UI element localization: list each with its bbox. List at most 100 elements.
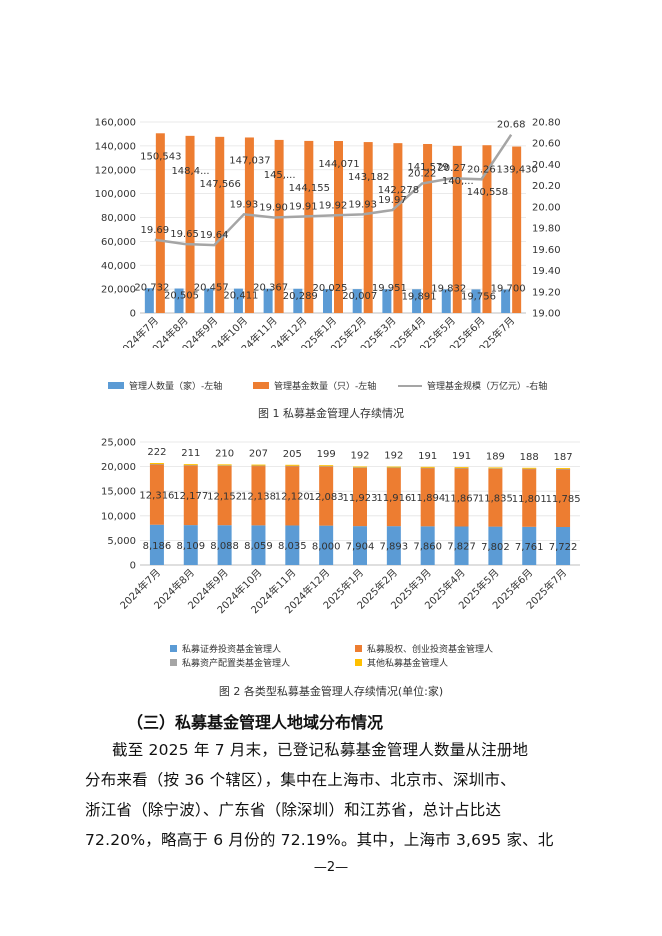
data-label-equity: 12,177 [173, 491, 208, 502]
bar-asset-allocation [217, 465, 232, 466]
bar-other [149, 462, 164, 465]
paragraph-line: 浙江省（除宁波）、广东省（除深圳）和江苏省，总计占比达 [85, 801, 502, 819]
bar-securities [353, 526, 367, 565]
data-label-equity: 12,152 [207, 491, 242, 502]
data-label-funds: 148,4... [171, 166, 209, 177]
data-label-equity: 11,867 [444, 493, 479, 504]
data-label-scale: 20.27 [437, 163, 466, 174]
bar-asset-allocation [285, 465, 300, 467]
bar-managers [441, 289, 451, 313]
bar-other [488, 467, 503, 469]
bar-other [522, 467, 537, 469]
data-label-scale: 19.65 [170, 229, 199, 240]
data-label-securities: 8,109 [176, 541, 205, 552]
data-label-funds: 142,278 [378, 185, 419, 196]
bar-asset-allocation [386, 467, 401, 469]
data-label-scale: 19.69 [141, 225, 170, 236]
bar-managers [352, 289, 362, 313]
bar-managers [382, 289, 392, 313]
data-label-funds: 139,430 [496, 165, 537, 176]
data-label-funds: 140,558 [467, 187, 508, 198]
data-label-securities: 8,059 [244, 541, 273, 552]
legend-swatch [170, 659, 177, 666]
data-label-other: 191 [452, 451, 471, 462]
bar-managers [233, 288, 243, 313]
data-label-funds: 141,579 [407, 162, 448, 173]
data-label-other: 207 [249, 449, 268, 460]
bar-equity [488, 468, 503, 527]
bar-securities [217, 525, 232, 565]
bar-equity [285, 465, 300, 526]
bar-funds [215, 136, 225, 313]
bar-managers [263, 288, 273, 313]
data-label-other: 192 [350, 450, 369, 461]
bar-funds [393, 143, 403, 313]
data-label-securities: 7,904 [346, 542, 375, 553]
bar-managers [323, 289, 332, 313]
y-tick-right: 20.80 [532, 118, 561, 129]
line-fund-scale [154, 134, 513, 247]
manager-type-chart: 0 5,000 10,000 15,000 20,000 25,000 8,186 12,31… [101, 438, 581, 617]
y-tick-right: 19.20 [532, 287, 561, 298]
data-label-scale: 20.26 [467, 164, 496, 175]
paragraph-line: 72.20%，略高于 6 月份的 72.19%。其中，上海市 3,695 家、北 [85, 831, 554, 849]
bar-other [454, 467, 469, 469]
bar-asset-allocation [183, 465, 198, 466]
data-label-managers: 20,007 [342, 291, 377, 302]
data-label-scale: 19.90 [259, 203, 288, 214]
bar-managers [144, 288, 154, 313]
fund-manager-chart: 0 20,000 40,000 60,000 80,000 100,000 120,000 1… [95, 118, 561, 349]
bar-funds [423, 143, 433, 313]
bar-asset-allocation [488, 468, 503, 469]
data-label-securities: 7,802 [481, 542, 510, 553]
bar-equity [454, 468, 469, 527]
y-tick: 10,000 [101, 511, 136, 522]
bar-funds [482, 145, 492, 313]
data-label-equity: 12,316 [139, 490, 174, 501]
bar-other [353, 466, 367, 468]
data-label-scale: 19.64 [200, 230, 229, 241]
data-label-equity: 11,801 [512, 494, 547, 505]
y-tick-right: 19.00 [532, 309, 561, 320]
data-label-managers: 19,951 [372, 283, 407, 294]
data-label-funds: 144,071 [318, 159, 359, 170]
y-tick-right: 19.40 [532, 266, 561, 277]
bar-securities [556, 527, 571, 565]
bar-asset-allocation [353, 467, 367, 469]
bar-funds [452, 145, 462, 313]
bar-funds [363, 142, 373, 313]
bar-equity [386, 467, 401, 527]
data-label-other: 205 [283, 449, 302, 460]
data-label-securities: 7,827 [447, 542, 476, 553]
data-label-other: 210 [215, 448, 234, 459]
legend-label: 私募证券投资基金管理人 [182, 645, 282, 655]
data-label-managers: 20,289 [283, 291, 318, 302]
data-label-other: 188 [520, 452, 539, 463]
bar-other [251, 464, 266, 466]
paragraph-line: 分布来看（按 36 个辖区），集中在上海市、北京市、深圳市、 [85, 771, 516, 789]
y-tick: 15,000 [101, 487, 136, 498]
y-tick-left: 0 [130, 309, 136, 320]
data-label-scale: 19.92 [319, 200, 348, 211]
chart2-legend-securities: 私募证券投资基金管理人 [170, 642, 281, 655]
bar-asset-allocation [522, 468, 537, 470]
paragraph-line: 截至 2025 年 7 月末，已登记私募基金管理人数量从注册地 [112, 741, 529, 759]
legend-swatch [355, 659, 362, 666]
bar-other [217, 464, 232, 466]
data-label-equity: 11,835 [478, 494, 513, 505]
data-label-managers: 20,732 [134, 282, 169, 293]
bar-other [556, 468, 571, 469]
data-label-other: 222 [147, 447, 166, 458]
data-label-securities: 8,035 [278, 541, 307, 552]
legend-swatch [170, 645, 177, 652]
y-tick: 25,000 [101, 438, 136, 449]
legend-swatch [355, 645, 362, 652]
bar-equity [420, 467, 435, 527]
bar-other [420, 466, 435, 468]
y-tick: 0 [130, 561, 136, 572]
bar-funds [185, 135, 195, 313]
data-label-funds: 140,... [442, 176, 474, 187]
y-tick-right: 20.00 [532, 202, 561, 213]
data-label-equity: 11,894 [410, 493, 445, 504]
data-label-securities: 8,186 [143, 541, 172, 552]
